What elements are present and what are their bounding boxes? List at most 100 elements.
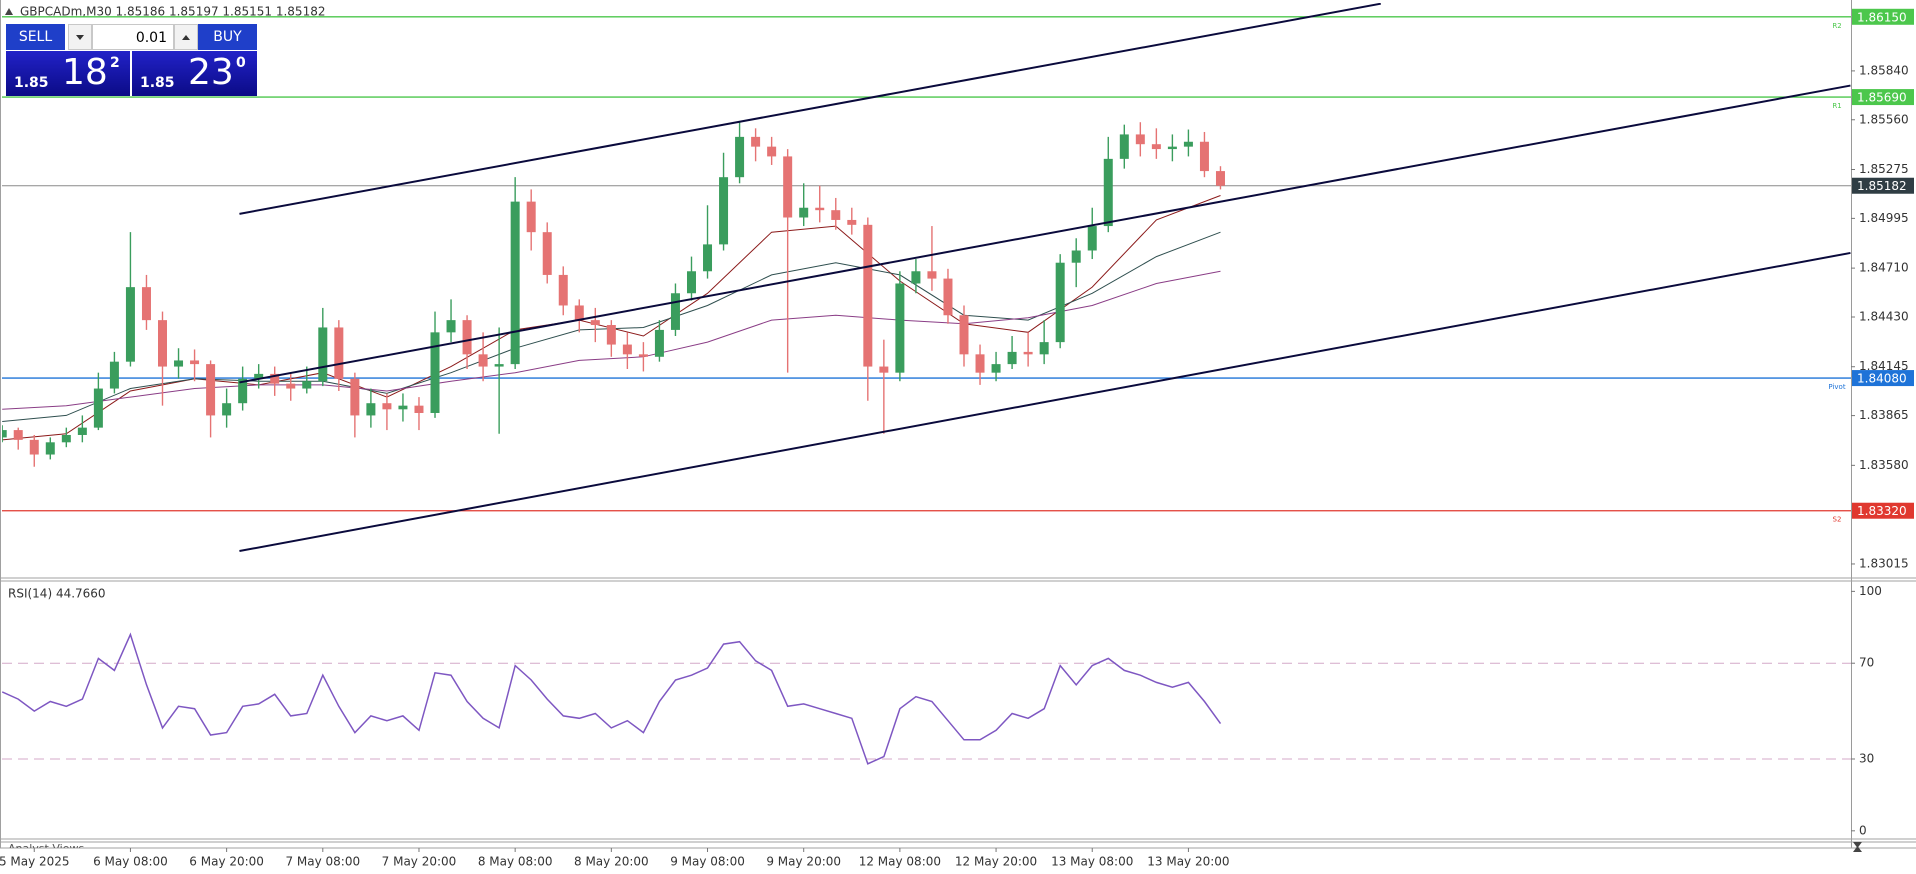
candle-body [206,364,216,416]
candle-body [1151,144,1161,150]
arrow-shape [76,35,84,40]
y-tick-label: 1.84145 [1859,359,1909,373]
trendline [239,3,1381,215]
y-tick-label: 1.84430 [1859,309,1909,323]
volume-up[interactable] [174,24,198,50]
candle-body [302,381,312,389]
y-tick-label: 1.85560 [1859,112,1909,126]
ask-big: 1.85 [140,75,175,91]
trade-panel: SELL 0.01 BUY 1.85 18 2 1.85 23 0 [6,24,257,96]
y-tick-label: 1.85840 [1859,63,1909,77]
x-tick-label: 7 May 20:00 [382,855,457,869]
candle-body [574,305,584,321]
candle-body [879,366,889,373]
candle-body [270,373,280,384]
level-name: Pivot [1828,383,1845,391]
candle-body [77,427,87,435]
y-tick-label: 30 [1859,751,1874,765]
level-name: S2 [1833,516,1842,524]
candle-body [2,430,7,438]
candle-body [141,287,151,321]
buy-button[interactable]: BUY [198,24,257,50]
candle-body [526,201,536,233]
y-tick-label: 1.83865 [1859,408,1909,422]
level-price-label: 1.86150 [1857,10,1907,24]
level-price-box [1852,89,1914,106]
candle-body [510,201,520,365]
level-price-label: 1.85182 [1857,179,1907,193]
candle-body [414,405,424,413]
level-price-label: 1.85690 [1857,91,1907,105]
candle-body [462,320,472,355]
candle-body [446,320,456,333]
candle-body [735,136,745,178]
x-tick-label: 6 May 08:00 [93,855,168,869]
candle-body [670,293,680,330]
candle-body [1215,171,1225,186]
bid-quote[interactable]: 1.85 18 2 [6,51,130,96]
level-price-box [1852,177,1914,194]
candle-body [943,278,953,316]
candle-body [318,327,328,382]
plot-area: R2 R1 Pivot S2 [2,3,1851,553]
candle-body [125,287,135,362]
volume-input[interactable]: 0.01 [92,24,174,50]
candle-body [959,315,969,355]
candle-body [751,136,761,147]
candle-body [29,439,39,455]
x-tick-label: 12 May 20:00 [955,855,1037,869]
candle-body [61,434,71,443]
candle-body [719,177,729,245]
candle-body [847,219,857,225]
trendline [239,251,1851,553]
candle-body [622,344,632,355]
analyst-views-tab[interactable]: Analyst Views [8,842,84,848]
sell-button[interactable]: SELL [6,24,65,50]
level-price-box [1852,8,1914,25]
candle-body [638,354,648,357]
candle-body [542,232,552,275]
candle-body [1023,351,1033,355]
candle-body [799,207,809,218]
rsi-line [2,632,1222,765]
candle-body [1199,141,1209,172]
candle-body [831,210,841,220]
candle-body [478,354,488,367]
volume-down[interactable] [68,24,92,50]
candle-body [558,274,568,306]
candle-body [686,271,696,294]
candle-body [815,207,825,211]
collapse-icon[interactable] [5,8,13,15]
candle-body [991,364,1001,373]
y-tick-label: 0 [1859,823,1867,837]
candle-body [895,283,905,373]
candle-body [1119,134,1129,159]
bid-frac: 2 [110,55,120,71]
candle-body [45,442,55,455]
panel-arrow[interactable] [1853,842,1862,848]
candle-body [93,388,103,428]
bid-big: 1.85 [14,75,49,91]
candle-body [190,360,200,365]
candle-body [863,224,873,367]
level-price-box [1852,502,1914,519]
arrow-icon [182,35,190,40]
candle-body [767,146,777,157]
ask-frac: 0 [236,55,246,71]
candle-body [654,329,664,357]
y-tick-label: 1.83015 [1859,556,1909,570]
y-tick-label: 1.84995 [1859,211,1909,225]
plot-area [2,632,1222,765]
arrow-shape [182,35,190,40]
panel-arrow[interactable] [1853,846,1862,852]
x-tick-label: 6 May 20:00 [189,855,264,869]
candle-body [590,320,600,326]
candle-body [174,360,184,367]
candle-body [366,403,376,416]
ask-quote[interactable]: 1.85 23 0 [132,51,257,96]
x-tick-label: 13 May 08:00 [1051,855,1133,869]
candle-body [975,354,985,373]
candle-body [238,378,248,404]
candle-body [13,430,23,440]
